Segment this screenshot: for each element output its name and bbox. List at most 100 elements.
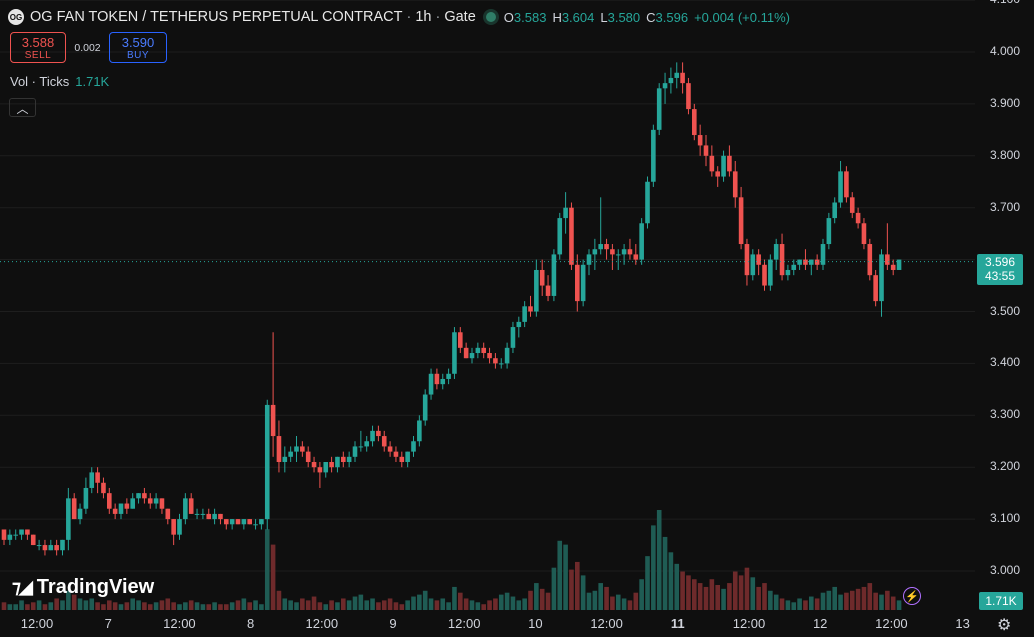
candle (370, 425, 375, 447)
candle-body (270, 404, 276, 437)
volume-bar (475, 602, 481, 610)
volume-tag: 1.71K (979, 592, 1023, 610)
bar-countdown: 43:55 (984, 269, 1016, 283)
candle (446, 368, 451, 385)
candle-body (241, 519, 247, 525)
candle-body (206, 513, 212, 520)
candle-body (674, 72, 680, 78)
time-axis-label: 10 (528, 616, 543, 631)
candle-body (200, 513, 206, 515)
candle-body (66, 498, 71, 540)
candle (411, 436, 416, 457)
volume-bar (130, 598, 135, 610)
interval-label[interactable]: 1h (415, 9, 432, 25)
volume-bar (820, 592, 826, 610)
candle-body (147, 498, 153, 504)
candle (814, 254, 820, 270)
candle (604, 238, 609, 260)
market-status-icon[interactable] (485, 12, 496, 22)
volume-indicator-legend[interactable]: Vol · Ticks 1.71K (10, 74, 109, 89)
candle-body (826, 218, 832, 245)
candle-body (311, 462, 317, 468)
candle-body (709, 155, 715, 172)
volume-bar (77, 598, 83, 610)
volume-bar (194, 602, 200, 610)
candle (809, 259, 814, 276)
candle (498, 358, 504, 369)
candle-body (376, 430, 381, 437)
candle (399, 451, 405, 468)
time-axis-label: 12:00 (590, 616, 623, 631)
candle (282, 446, 288, 473)
candle-body (569, 207, 574, 265)
candle-body (7, 534, 13, 540)
price-axis-label: 3.800 (989, 147, 1020, 162)
grid-lines (0, 0, 975, 572)
candle-body (60, 539, 65, 551)
candle-body (36, 545, 42, 547)
candle-body (469, 353, 475, 359)
candle-body (282, 456, 288, 463)
candle-body (715, 171, 720, 177)
volume-bar (715, 585, 720, 610)
candle (241, 519, 247, 530)
candle-body (855, 212, 861, 224)
candle (235, 519, 241, 525)
candle (89, 467, 95, 494)
candle (475, 342, 481, 359)
volume-bar (592, 590, 598, 610)
candle-body (218, 513, 223, 520)
volume-bar (358, 594, 364, 610)
volume-bar (557, 540, 563, 610)
volume-bar (534, 583, 539, 610)
symbol-title[interactable]: OG FAN TOKEN / TETHERUS PERPETUAL CONTRA… (30, 9, 403, 25)
volume-bar (276, 590, 282, 610)
candle (867, 238, 873, 281)
price-axis-label: 3.900 (989, 95, 1020, 110)
candle (674, 62, 680, 89)
candle-body (229, 519, 235, 525)
volume-indicator-label: Vol · Ticks (10, 74, 70, 89)
candle (820, 238, 826, 270)
chevron-up-icon[interactable]: ︿ (9, 98, 36, 117)
volume-bar (153, 602, 159, 610)
candle (469, 347, 475, 364)
volume-bar (838, 594, 843, 610)
volume-bar (142, 602, 147, 610)
volume-indicator-value: 1.71K (75, 74, 110, 89)
sell-button[interactable]: 3.588 SELL (10, 32, 66, 63)
candle (323, 462, 329, 478)
price-axis-label: 3.000 (989, 563, 1020, 577)
volume-bar (335, 602, 340, 610)
candle (832, 197, 837, 224)
volume-bar (668, 552, 674, 610)
separator: · (435, 9, 441, 25)
candle-body (30, 534, 36, 546)
lightning-icon[interactable]: ⚡ (903, 587, 921, 605)
volume-bar (66, 590, 71, 610)
volume-bar (417, 594, 422, 610)
gear-icon[interactable]: ⚙ (997, 617, 1012, 634)
candle-body (153, 498, 159, 504)
buy-button[interactable]: 3.590 BUY (109, 32, 167, 63)
tradingview-logo[interactable]: ⁊◢ TradingView (12, 576, 154, 599)
candle (118, 503, 124, 520)
volume-bar (692, 579, 697, 610)
candle-body (118, 503, 124, 514)
time-axis-label: 12:00 (20, 616, 54, 631)
candle (756, 249, 761, 276)
volume-bar (247, 602, 252, 610)
candle (264, 399, 270, 530)
last-price-tag: 3.596 43:55 (977, 254, 1023, 285)
candle (463, 342, 469, 359)
open-value: 3.583 (513, 9, 547, 25)
volume-bar (615, 594, 621, 610)
candle-body (744, 244, 750, 276)
volume-bar (36, 600, 42, 610)
volume-bar (738, 575, 744, 610)
volume-bar (54, 598, 59, 610)
volume-bar (300, 598, 305, 610)
time-axis-label: 7 (104, 616, 112, 631)
candle-body (264, 404, 270, 520)
